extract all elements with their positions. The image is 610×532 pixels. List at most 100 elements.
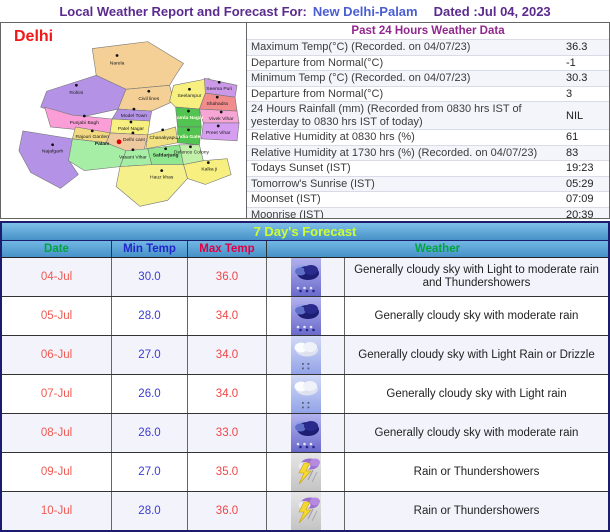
past24-row-label: Maximum Temp(°C) (Recorded. on 04/07/23) xyxy=(251,41,471,53)
forecast-col-max-temp: Max Temp xyxy=(188,241,267,257)
district-dot-seelampur xyxy=(188,87,191,91)
forecast-min-temp: 30.0 xyxy=(112,258,188,296)
palam-station-dot xyxy=(116,139,122,145)
district-dot-vivek-vihar xyxy=(219,110,223,114)
district-label-chanakyapuri: Chanakyapuri xyxy=(149,135,179,141)
district-label-preet-vihar: Preet Vihar xyxy=(206,130,231,136)
title-location: New Delhi-Palam xyxy=(312,3,418,19)
district-dot-kalka-ji xyxy=(206,161,210,165)
forecast-max-temp: 34.0 xyxy=(188,297,267,335)
forecast-weather-description: Generally cloudy sky with Light to moder… xyxy=(354,264,599,289)
past24-row-label: 24 Hours Rainfall (mm) (Recorded from 08… xyxy=(251,103,522,128)
district-label-seema-puri: Seema Puri xyxy=(206,86,232,92)
forecast-row: 09-Jul 27.0 35.0 Rain or Thundershowers xyxy=(2,452,608,491)
past24-row: Minimum Temp (°C) (Recorded. on 04/07/23… xyxy=(247,70,609,86)
past24-row-label: Minimum Temp (°C) (Recorded. on 04/07/23… xyxy=(251,72,471,84)
past24-row-value: 20:39 xyxy=(566,208,594,219)
district-dot-india-gate xyxy=(187,128,190,132)
forecast-row: 07-Jul 26.0 34.0 Generally cloudy sky wi… xyxy=(2,374,608,413)
past24-rows: Maximum Temp(°C) (Recorded. on 04/07/23)… xyxy=(247,39,609,219)
past24-row: 24 Hours Rainfall (mm) (Recorded from 08… xyxy=(247,101,609,129)
title-prefix: Local Weather Report and Forecast For: xyxy=(59,3,307,19)
forecast-weather-icon-cell xyxy=(267,297,345,335)
district-dot-rohini xyxy=(74,83,78,87)
district-label-civil-lines: Civil lines xyxy=(138,96,159,102)
drizzle-icon xyxy=(290,336,321,374)
district-label-najafgarh: Najafgarh xyxy=(42,149,64,155)
past24-row-value: 30.3 xyxy=(566,72,588,85)
past24-row-value: -1 xyxy=(566,56,576,69)
forecast-min-temp: 27.0 xyxy=(112,453,188,491)
district-label-rohini: Rohini xyxy=(69,90,83,96)
forecast-weather-icon-cell xyxy=(267,258,345,296)
past24-row-value: 36.3 xyxy=(566,41,588,54)
forecast-weather-description: Generally cloudy sky with moderate rain xyxy=(374,309,579,322)
district-label-kalka-ji: Kalka ji xyxy=(201,167,217,173)
forecast-header-row: Date Min Temp Max Temp Weather xyxy=(2,241,608,258)
forecast-min-temp: 26.0 xyxy=(112,414,188,452)
forecast-min-temp: 28.0 xyxy=(112,297,188,335)
district-label-india-gate: India Gate xyxy=(177,134,201,140)
district-dot-defence-colony xyxy=(189,145,192,149)
district-label-model-town: Model Town xyxy=(121,113,148,119)
moderate-rain-icon xyxy=(290,297,321,335)
forecast-date: 09-Jul xyxy=(2,453,112,491)
district-label-hauz-khas: Hauz khas xyxy=(150,175,174,181)
delhi-map-panel: Delhi Narela Rohini Civil lines Model Town S… xyxy=(0,22,247,219)
district-dot-najafgarh xyxy=(51,143,54,147)
district-label-narela: Narela xyxy=(110,60,125,66)
forecast-date: 07-Jul xyxy=(2,375,112,413)
forecast-min-temp: 28.0 xyxy=(112,492,188,530)
forecast-weather-icon-cell xyxy=(267,336,345,374)
forecast-date: 04-Jul xyxy=(2,258,112,296)
forecast-date: 05-Jul xyxy=(2,297,112,335)
forecast-date: 08-Jul xyxy=(2,414,112,452)
district-label-rajouri-garden: Rajouri Garden xyxy=(76,134,110,140)
moderate-rain-icon xyxy=(290,414,321,452)
forecast-weather-description: Rain or Thundershowers xyxy=(413,465,540,478)
forecast-max-temp: 34.0 xyxy=(188,375,267,413)
map-title: Delhi xyxy=(14,28,54,45)
past24-row: Maximum Temp(°C) (Recorded. on 04/07/23)… xyxy=(247,39,609,55)
district-label-punjabi-bagh: Punjabi Bagh xyxy=(70,120,100,126)
forecast-weather-icon-cell xyxy=(267,375,345,413)
forecast-weather-icon-cell xyxy=(267,414,345,452)
moderate-rain-icon xyxy=(290,258,321,296)
past24-row-value: 3 xyxy=(566,87,573,100)
forecast-row: 05-Jul 28.0 34.0 Generally cloudy sky wi… xyxy=(2,296,608,335)
district-dot-delhi-cantt xyxy=(131,131,135,135)
forecast-max-temp: 35.0 xyxy=(188,453,267,491)
forecast-table: 7 Day's Forecast Date Min Temp Max Temp … xyxy=(0,221,610,532)
past24-row-value: 07:09 xyxy=(566,193,594,206)
forecast-min-temp: 26.0 xyxy=(112,375,188,413)
past24-row: Departure from Normal(°C) 3 xyxy=(247,85,609,102)
forecast-max-temp: 33.0 xyxy=(188,414,267,452)
district-dot-patel-nagar xyxy=(129,120,133,124)
forecast-col-min-temp: Min Temp xyxy=(112,241,188,257)
past24-row-label: Moonset (IST) xyxy=(251,193,321,205)
forecast-date: 06-Jul xyxy=(2,336,112,374)
forecast-title: 7 Day's Forecast xyxy=(2,223,608,241)
past24-row-value: 61 xyxy=(566,131,579,144)
forecast-row: 04-Jul 30.0 36.0 Generally cloudy sky wi… xyxy=(2,258,608,296)
thunder-icon xyxy=(290,453,321,491)
forecast-col-weather: Weather xyxy=(414,243,461,255)
forecast-min-temp: 27.0 xyxy=(112,336,188,374)
past24-row-label: Relative Humidity at 0830 hrs (%) xyxy=(251,131,415,143)
past24-panel: Past 24 Hours Weather Data Maximum Temp(… xyxy=(247,22,610,219)
district-label-defence-colony: Defence Colony xyxy=(174,150,210,156)
forecast-weather-description: Generally cloudy sky with moderate rain xyxy=(374,426,579,439)
title-dated: Dated :Jul 04, 2023 xyxy=(433,3,551,19)
forecast-weather-icon-cell xyxy=(267,492,345,530)
district-dot-punjabi-bagh xyxy=(82,114,86,118)
past24-row: Departure from Normal(°C) -1 xyxy=(247,54,609,71)
forecast-max-temp: 34.0 xyxy=(188,336,267,374)
past24-row-label: Departure from Normal(°C) xyxy=(251,56,384,69)
past24-row: Tomorrow's Sunrise (IST) 05:29 xyxy=(247,175,609,191)
district-label-vasant-vihar: Vasant Vihar xyxy=(119,155,147,161)
district-label-palam: Palam xyxy=(95,141,110,147)
forecast-weather-description: Generally cloudy sky with Light rain xyxy=(386,387,567,400)
district-label-vivek-vihar: Vivek Vihar xyxy=(209,116,234,122)
district-dot-civil-lines xyxy=(147,89,151,93)
page-title: Local Weather Report and Forecast For: N… xyxy=(0,0,610,22)
